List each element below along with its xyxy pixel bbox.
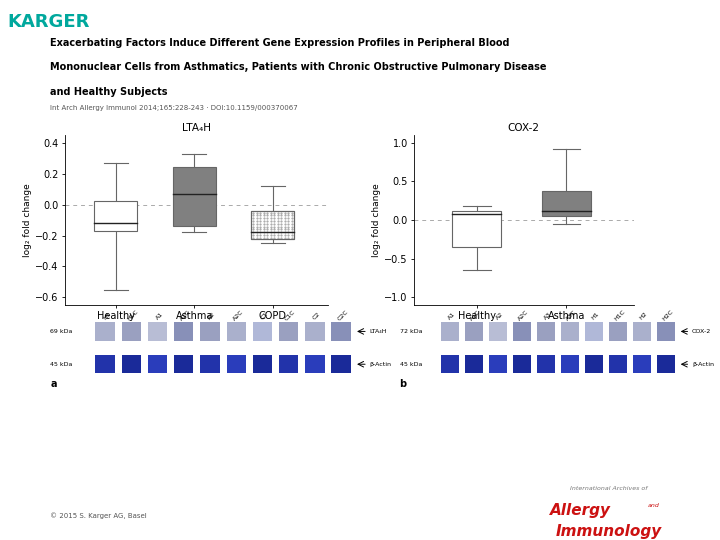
Bar	[537, 322, 554, 341]
Text: LTA₄H: LTA₄H	[369, 329, 387, 334]
Bar	[200, 322, 220, 341]
Text: A1: A1	[447, 311, 456, 320]
Text: Int Arch Allergy Immunol 2014;165:228-243 · DOI:10.1159/000370067: Int Arch Allergy Immunol 2014;165:228-24…	[50, 105, 298, 111]
Text: C1: C1	[259, 311, 269, 320]
Bar	[174, 355, 194, 373]
Bar	[173, 167, 216, 226]
Text: © 2015 S. Karger AG, Basel: © 2015 S. Karger AG, Basel	[50, 513, 147, 519]
Bar	[253, 355, 272, 373]
Bar	[94, 201, 138, 231]
Text: and: and	[648, 503, 660, 508]
Text: H2: H2	[639, 311, 649, 321]
Bar	[609, 355, 626, 373]
Text: COX-2: COX-2	[692, 329, 711, 334]
Text: β-Actin: β-Actin	[692, 362, 714, 367]
Bar	[305, 355, 325, 373]
Y-axis label: log₂ fold change: log₂ fold change	[372, 183, 382, 257]
Bar	[561, 322, 579, 341]
Bar	[489, 355, 507, 373]
Text: Allergy: Allergy	[550, 503, 611, 517]
Text: A1C: A1C	[469, 309, 482, 322]
Text: C1C: C1C	[284, 309, 297, 322]
Text: A3C: A3C	[565, 309, 577, 322]
Text: C2C: C2C	[336, 309, 349, 322]
Text: H1C: H1C	[127, 309, 140, 322]
Bar	[657, 322, 675, 341]
Bar	[174, 322, 194, 341]
Text: H1: H1	[590, 311, 600, 321]
Text: H2C: H2C	[661, 309, 674, 322]
Text: A2C: A2C	[232, 309, 244, 322]
Text: A2: A2	[495, 311, 504, 320]
Text: A1C: A1C	[179, 309, 192, 322]
Bar	[633, 355, 651, 373]
Bar	[96, 322, 114, 341]
Bar	[561, 355, 579, 373]
Bar	[227, 322, 246, 341]
Bar	[200, 355, 220, 373]
Text: A2C: A2C	[517, 309, 530, 322]
Text: KARGER: KARGER	[7, 12, 89, 31]
Text: H1: H1	[102, 311, 112, 321]
Bar	[609, 322, 626, 341]
Bar	[148, 355, 167, 373]
Bar	[227, 355, 246, 373]
Text: Immunology: Immunology	[555, 524, 662, 539]
Text: 45 kDa: 45 kDa	[400, 362, 422, 367]
Text: 69 kDa: 69 kDa	[50, 329, 73, 334]
Bar	[148, 322, 167, 341]
Bar	[541, 191, 591, 216]
Bar	[585, 355, 603, 373]
Bar	[441, 322, 459, 341]
Bar	[513, 355, 531, 373]
Bar	[331, 355, 351, 373]
Bar	[633, 322, 651, 341]
Text: International Archives of: International Archives of	[570, 486, 647, 491]
Bar	[305, 322, 325, 341]
Bar	[253, 322, 272, 341]
Text: A2: A2	[207, 311, 217, 320]
Bar	[279, 322, 298, 341]
Text: b: b	[400, 379, 407, 389]
Bar	[279, 355, 298, 373]
Text: Exacerbating Factors Induce Different Gene Expression Profiles in Peripheral Blo: Exacerbating Factors Induce Different Ge…	[50, 38, 510, 48]
Bar	[465, 355, 482, 373]
Bar	[96, 355, 114, 373]
Y-axis label: log₂ fold change: log₂ fold change	[23, 183, 32, 257]
Bar	[585, 322, 603, 341]
Bar	[657, 355, 675, 373]
Bar	[489, 322, 507, 341]
Bar	[122, 322, 141, 341]
Text: Mononuclear Cells from Asthmatics, Patients with Chronic Obstructive Pulmonary D: Mononuclear Cells from Asthmatics, Patie…	[50, 62, 547, 72]
Bar	[251, 211, 294, 239]
Text: A1: A1	[155, 311, 164, 320]
Text: A3: A3	[543, 311, 552, 320]
Bar	[452, 211, 501, 247]
Bar	[122, 355, 141, 373]
Bar	[513, 322, 531, 341]
Bar	[331, 322, 351, 341]
Bar	[537, 355, 554, 373]
Text: a: a	[50, 379, 57, 389]
Title: LTA₄H: LTA₄H	[181, 123, 211, 133]
Title: COX-2: COX-2	[508, 123, 540, 133]
Text: 72 kDa: 72 kDa	[400, 329, 422, 334]
Text: β-Actin: β-Actin	[369, 362, 392, 367]
Text: C2: C2	[312, 311, 321, 320]
Bar	[251, 211, 294, 239]
Bar	[441, 355, 459, 373]
Text: H1C: H1C	[613, 309, 626, 322]
Bar	[465, 322, 482, 341]
Text: and Healthy Subjects: and Healthy Subjects	[50, 87, 168, 97]
Text: 45 kDa: 45 kDa	[50, 362, 73, 367]
